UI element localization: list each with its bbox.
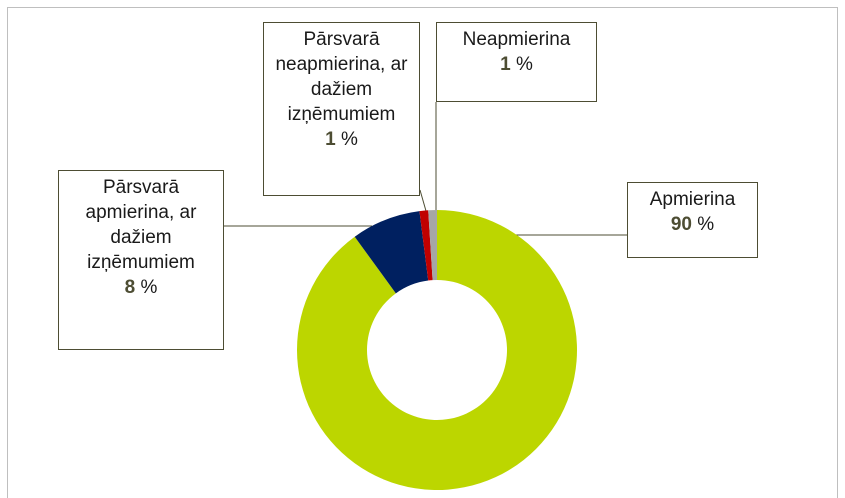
leader-line [419,189,427,212]
label-category: Neapmierina [462,29,571,50]
label-category: Pārsvarā apmierina, ar dažiem izņēmumiem [85,177,197,273]
chart-frame [7,7,838,498]
label-value: 1 % [325,129,358,150]
donut-slice [419,210,433,281]
label-category: Pārsvarā neapmierina, ar dažiem izņēmumi… [275,29,408,125]
label-value: 1 % [500,54,533,75]
donut-slice [354,211,429,294]
label-category: Apmierina [649,189,736,210]
label-value: 90 % [670,214,715,235]
data-label: Apmierina 90 % [627,182,758,258]
data-label: Pārsvarā apmierina, ar dažiem izņēmumiem… [58,170,224,350]
data-label: Pārsvarā neapmierina, ar dažiem izņēmumi… [263,22,420,196]
label-value: 8 % [124,277,158,298]
data-label: Neapmierina 1 % [436,22,597,102]
donut-slice [296,210,577,490]
donut-slice [428,210,437,281]
